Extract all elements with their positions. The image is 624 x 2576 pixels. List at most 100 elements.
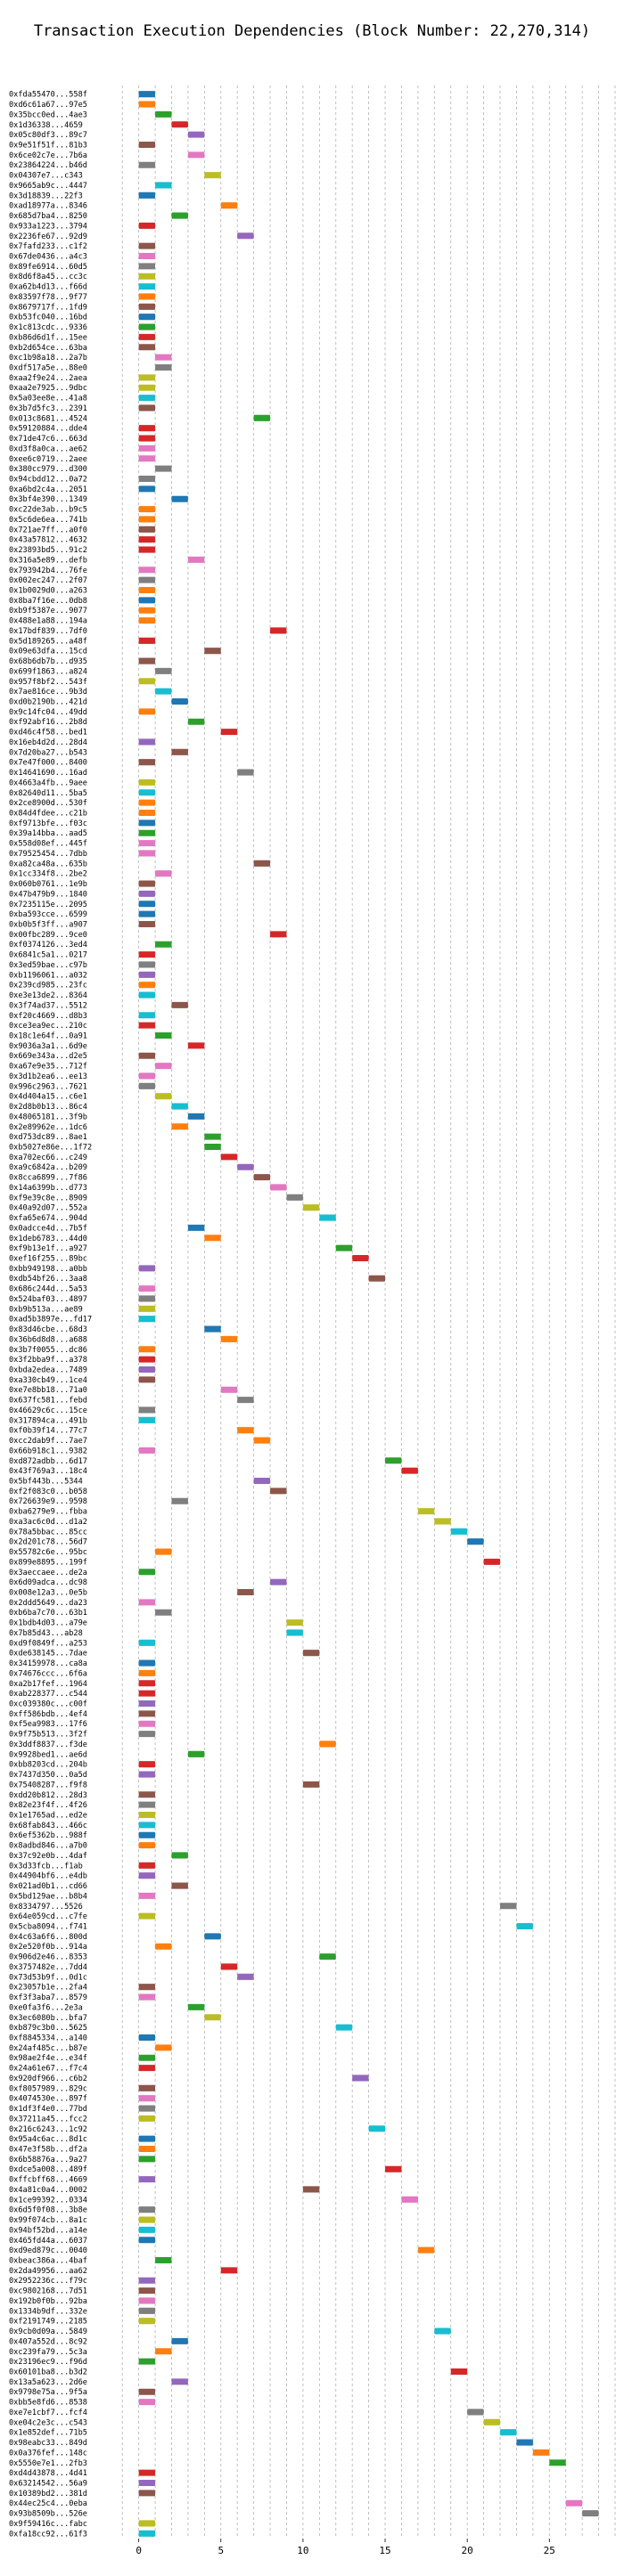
transaction-bar (220, 202, 238, 209)
transaction-label: 0x699f1863...a824 (9, 667, 87, 676)
transaction-bar (138, 1082, 156, 1089)
transaction-label: 0xd9f0849f...a253 (9, 1639, 87, 1648)
transaction-bar (204, 648, 221, 655)
transaction-label: 0x7b85d43...ab28 (9, 1629, 83, 1638)
transaction-label: 0xe7e1cbf7...fcf4 (9, 2409, 87, 2417)
transaction-label: 0x002ec247...2f07 (9, 576, 87, 585)
transaction-label: 0xf0b39f14...77c7 (9, 1427, 87, 1436)
transaction-bar (138, 444, 156, 452)
transaction-label: 0x83597f78...9f77 (9, 293, 87, 302)
transaction-label: 0x3b7d5fc3...2391 (9, 404, 87, 413)
transaction-bar (549, 2459, 566, 2466)
transaction-bar (171, 495, 188, 502)
transaction-label: 0x24a61e67...f7c4 (9, 2065, 87, 2074)
transaction-bar (138, 2176, 156, 2183)
transaction-label: 0xb5027e86e...1f72 (9, 1144, 92, 1153)
transaction-label: 0xfda55470...558f (9, 91, 87, 100)
transaction-label: 0x1d36338...4659 (9, 121, 83, 130)
transaction-label: 0xaa2e7925...9dbc (9, 384, 87, 393)
y-tick-labels: 0xfda55470...558f0xd6c61a67...97e50x35bc… (9, 91, 92, 2539)
transaction-bar (138, 1912, 156, 1920)
transaction-bar (138, 222, 156, 229)
transaction-bar (138, 1406, 156, 1414)
transaction-bar (138, 1316, 156, 1323)
transaction-bar (155, 870, 172, 877)
transaction-label: 0x79525454...7dbb (9, 850, 87, 859)
transaction-label: 0x6d5f0f08...3b8e (9, 2206, 87, 2215)
transaction-bar (138, 546, 156, 553)
transaction-bar (155, 667, 172, 674)
transaction-label: 0x6ef5362b...988f (9, 1831, 87, 1840)
transaction-label: 0x82e23f4f...4f26 (9, 1801, 87, 1810)
transaction-label: 0x465fd44a...6037 (9, 2237, 87, 2246)
transaction-bar (385, 2165, 402, 2172)
transaction-label: 0x71de47c6...663d (9, 435, 87, 444)
transaction-bar (467, 2409, 484, 2416)
transaction-bar (401, 2196, 418, 2203)
transaction-label: 0x35bcc0ed...4ae3 (9, 110, 87, 119)
transaction-label: 0x23893bd5...91c2 (9, 546, 87, 555)
transaction-bar (187, 1113, 205, 1120)
transaction-bar (335, 2024, 353, 2031)
transaction-bar (138, 273, 156, 280)
transaction-bar (270, 627, 287, 634)
transaction-label: 0xd4d43878...4d41 (9, 2469, 87, 2478)
transaction-label: 0x94bf52bd...a14e (9, 2226, 87, 2235)
transaction-bar (335, 1244, 353, 1251)
transaction-bar (138, 2115, 156, 2122)
transaction-label: 0xf2191749...2185 (9, 2318, 87, 2327)
transaction-label: 0xf3f3aba7...8579 (9, 1993, 87, 2002)
transaction-bar (138, 1569, 156, 1576)
transaction-label: 0x5bf443b...5344 (9, 1478, 83, 1487)
transaction-bar (220, 1335, 238, 1342)
transaction-label: 0xd753dc89...8ae1 (9, 1133, 87, 1142)
transaction-bar (138, 829, 156, 836)
transaction-label: 0x021ad0b1...cd66 (9, 1882, 87, 1891)
transaction-bar (155, 1609, 172, 1616)
transaction-label: 0x920df966...c6b2 (9, 2075, 87, 2083)
transaction-bar (319, 1953, 336, 1961)
transaction-label: 0x36b6d8d8...a688 (9, 1335, 87, 1344)
transaction-label: 0xbb8203cd...204b (9, 1761, 87, 1770)
transaction-label: 0xb9b513a...ae89 (9, 1305, 83, 1314)
transaction-label: 0x957f8bf2...543f (9, 678, 87, 687)
transaction-bar (253, 414, 271, 421)
transaction-bar (187, 131, 205, 138)
transaction-bar (155, 1943, 172, 1950)
transaction-bar (220, 2267, 238, 2274)
transaction-bar (138, 2530, 156, 2537)
transaction-bar (270, 1488, 287, 1495)
transaction-label: 0xee6c0719...2aee (9, 455, 87, 464)
transaction-bar (138, 1669, 156, 1676)
transaction-bar (138, 1731, 156, 1738)
transaction-label: 0x1cc334f8...2be2 (9, 870, 87, 879)
transaction-bar (204, 1325, 221, 1333)
transaction-bar (138, 475, 156, 483)
transaction-label: 0xa62b4d13...f66d (9, 283, 87, 292)
transaction-label: 0x00fbc289...9ce0 (9, 931, 87, 940)
transaction-label: 0x317894ca...491b (9, 1416, 87, 1425)
transaction-label: 0x47b479b9...1840 (9, 890, 87, 899)
transaction-bar (138, 910, 156, 917)
transaction-bar (270, 1184, 287, 1191)
transaction-bar (204, 172, 221, 179)
transaction-label: 0x63214542...56a9 (9, 2480, 87, 2489)
transaction-label: 0x9665ab9c...4447 (9, 182, 87, 191)
transaction-label: 0x3bf4e390...1349 (9, 495, 87, 504)
transaction-bar (138, 2469, 156, 2476)
transaction-bar (138, 384, 156, 391)
transaction-bar (138, 242, 156, 249)
transaction-label: 0xcc2dab9f...7ae7 (9, 1437, 87, 1446)
transaction-bar (138, 536, 156, 543)
transaction-bar (155, 2044, 172, 2051)
transaction-label: 0xdb54bf26...3aa8 (9, 1275, 87, 1284)
transaction-label: 0x3b7f0055...dc86 (9, 1346, 87, 1355)
transaction-bar (319, 1740, 336, 1748)
transaction-label: 0xfa65e674...904d (9, 1214, 87, 1223)
transaction-label: 0xb1196061...a032 (9, 971, 87, 980)
transaction-bar (138, 485, 156, 493)
transaction-bar (138, 2237, 156, 2244)
transaction-label: 0xc1b98a18...2a7b (9, 354, 87, 363)
transaction-label: 0x98ae2f4e...e34f (9, 2054, 87, 2063)
